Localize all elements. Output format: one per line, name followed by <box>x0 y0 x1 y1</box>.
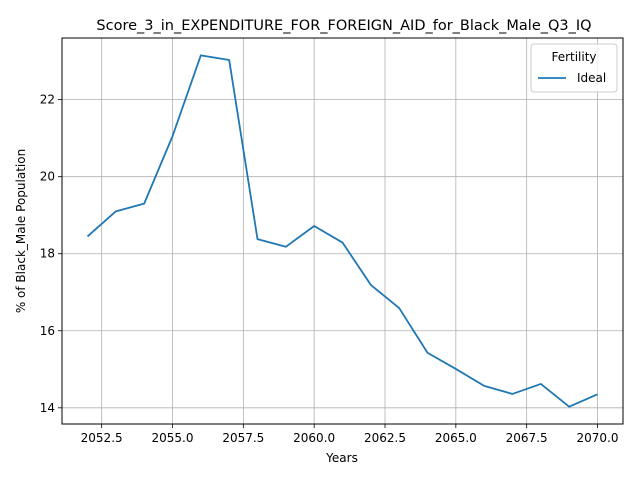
x-tick-label: 2062.5 <box>364 431 406 445</box>
grid-lines <box>62 38 623 424</box>
y-axis-ticks: 14 16 18 20 22 <box>40 93 62 415</box>
y-tick-label: 18 <box>40 247 55 261</box>
series-line-ideal <box>86 54 598 408</box>
legend-box <box>530 43 618 93</box>
y-tick-label: 16 <box>40 324 55 338</box>
x-axis-ticks: 2052.5 2055.0 2057.5 2060.0 2062.5 2065.0 2067… <box>81 424 619 445</box>
x-tick-label: 2055.0 <box>152 431 194 445</box>
chart-title: Score_3_in_EXPENDITURE_FOR_FOREIGN_AID_f… <box>96 18 591 34</box>
y-tick-label: 20 <box>40 170 55 184</box>
x-tick-label: 2060.0 <box>293 431 335 445</box>
x-tick-label: 2070.0 <box>577 431 619 445</box>
series-layer <box>86 54 598 408</box>
legend: Fertility Ideal <box>530 43 618 93</box>
y-axis-label: % of Black_Male Population <box>14 149 28 313</box>
x-tick-label: 2057.5 <box>222 431 264 445</box>
x-tick-label: 2067.5 <box>506 431 548 445</box>
x-axis-label: Years <box>325 451 358 465</box>
legend-title: Fertility <box>551 50 596 64</box>
legend-label-ideal: Ideal <box>577 71 606 85</box>
x-tick-label: 2065.0 <box>435 431 477 445</box>
y-tick-label: 22 <box>40 93 55 107</box>
plot-frame <box>61 37 624 425</box>
x-tick-label: 2052.5 <box>81 431 123 445</box>
y-tick-label: 14 <box>40 401 55 415</box>
